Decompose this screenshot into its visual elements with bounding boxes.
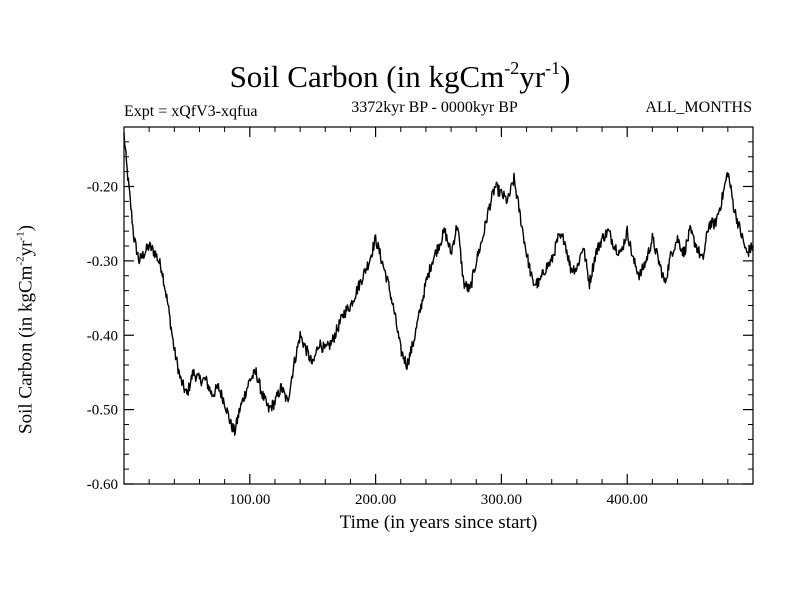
x-tick-label: 300.00 bbox=[481, 492, 522, 508]
series-line-soil-carbon bbox=[123, 132, 754, 436]
x-tick-label: 400.00 bbox=[607, 492, 648, 508]
title-superscript-2: -1 bbox=[545, 58, 561, 78]
y-tick-label: -0.50 bbox=[87, 403, 118, 419]
y-tick-label: -0.40 bbox=[87, 328, 118, 344]
chart-title: Soil Carbon (in kgCm-2yr-1) bbox=[229, 58, 571, 94]
x-tick-label: 200.00 bbox=[355, 492, 396, 508]
subtitle-experiment: Expt = xQfV3-xqfua bbox=[124, 103, 258, 120]
subtitle-months: ALL_MONTHS bbox=[645, 99, 752, 116]
y-tick-label: -0.60 bbox=[87, 477, 118, 493]
y-tick-label: -0.20 bbox=[87, 180, 118, 196]
x-axis-label: Time (in years since start) bbox=[339, 512, 538, 533]
subtitle-period: 3372kyr BP - 0000kyr BP bbox=[351, 99, 518, 116]
x-tick-label: 100.00 bbox=[229, 492, 270, 508]
y-tick-label: -0.30 bbox=[87, 254, 118, 270]
plot-frame bbox=[123, 126, 754, 485]
title-superscript-1: -2 bbox=[504, 58, 520, 78]
